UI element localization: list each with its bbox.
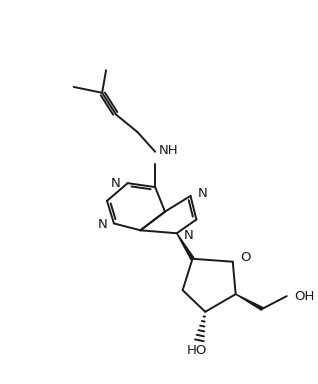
Text: OH: OH	[294, 290, 315, 303]
Text: N: N	[97, 218, 107, 231]
Text: O: O	[241, 251, 251, 264]
Text: NH: NH	[159, 144, 179, 157]
Text: N: N	[183, 229, 193, 242]
Polygon shape	[236, 294, 263, 310]
Text: N: N	[197, 187, 207, 200]
Text: HO: HO	[187, 344, 208, 357]
Text: N: N	[111, 177, 121, 190]
Polygon shape	[177, 233, 194, 260]
